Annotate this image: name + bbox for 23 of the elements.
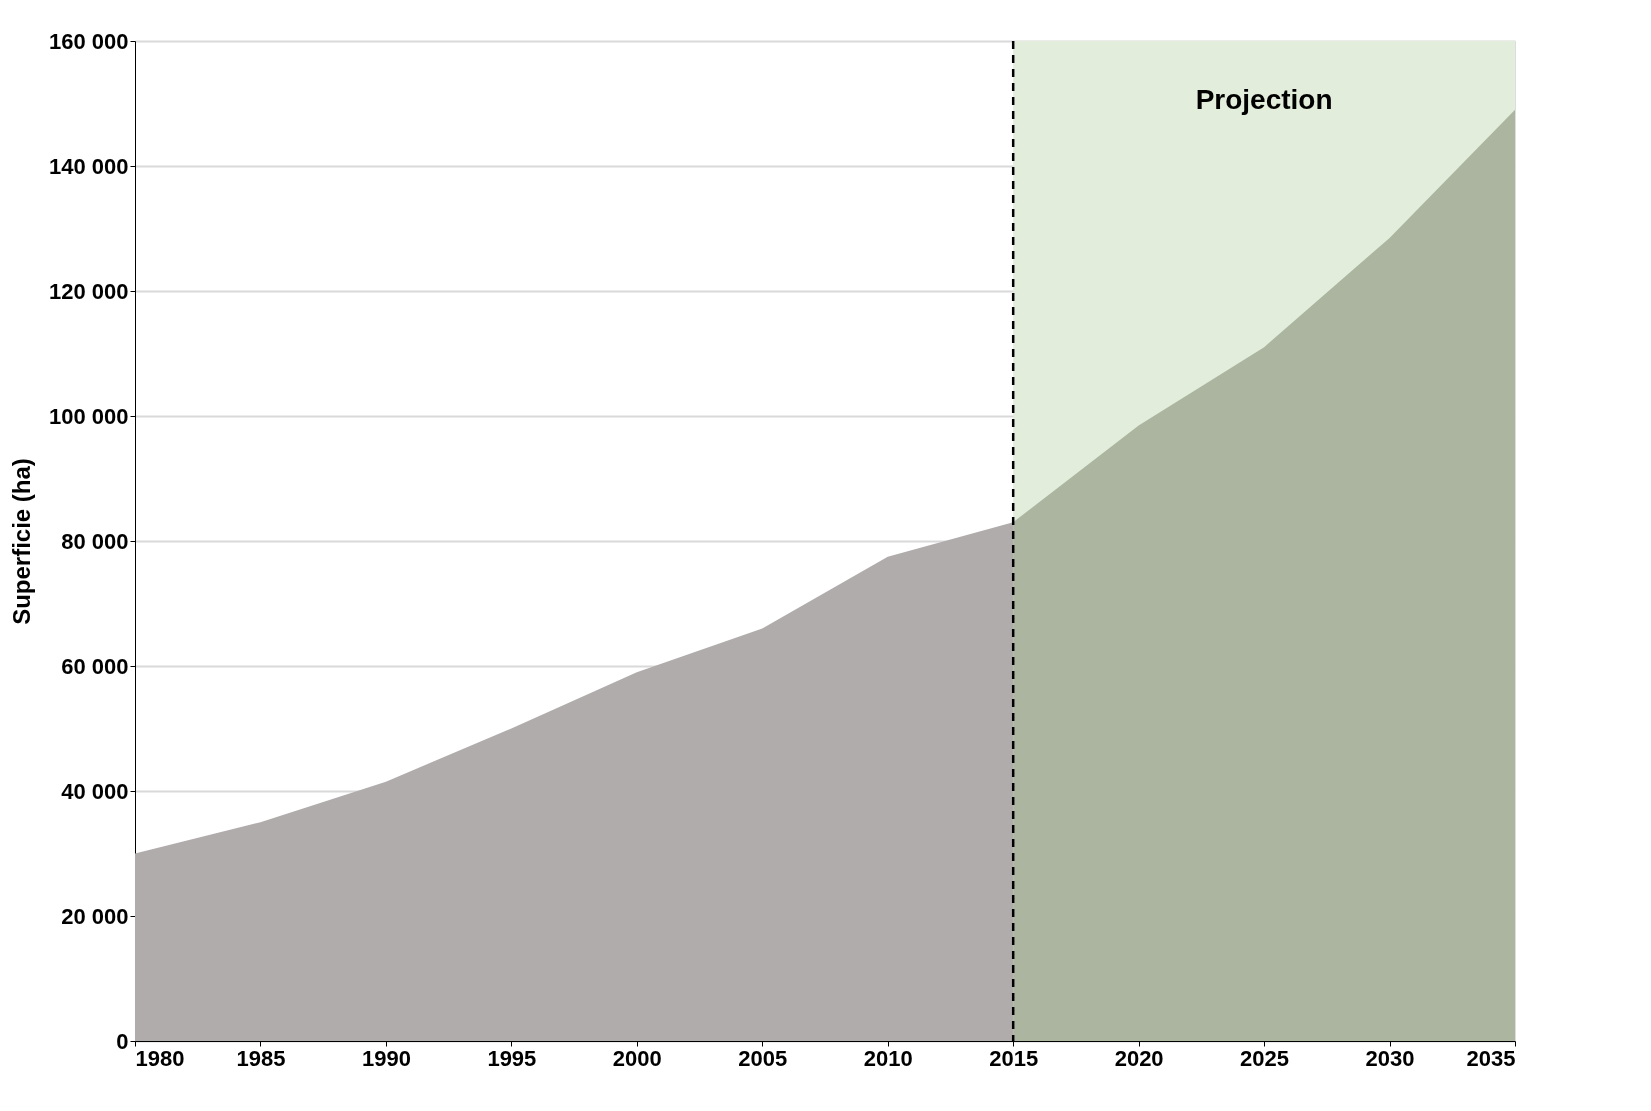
y-tick-label: 80 000 — [61, 528, 129, 554]
x-tick-label: 1990 — [361, 1045, 411, 1071]
y-axis-title: Superficie (ha) — [7, 458, 35, 625]
x-tick-label: 2035 — [1466, 1045, 1516, 1071]
y-tick-label: 20 000 — [61, 903, 129, 929]
x-tick-label: 2030 — [1365, 1045, 1415, 1071]
band-label: Projection — [1195, 84, 1333, 115]
y-tick-label: 60 000 — [61, 653, 129, 679]
x-tick-label: 2010 — [863, 1045, 913, 1071]
y-tick-label: 100 000 — [48, 403, 129, 429]
x-tick-label: 2025 — [1240, 1045, 1290, 1071]
x-tick-label: 2005 — [738, 1045, 788, 1071]
x-tick-label: 2015 — [989, 1045, 1039, 1071]
y-tick-label: 40 000 — [61, 778, 129, 804]
y-tick-label: 120 000 — [48, 278, 129, 304]
y-tick-label: 140 000 — [48, 153, 129, 179]
x-tick-label: 1995 — [487, 1045, 537, 1071]
y-tick-label: 160 000 — [48, 28, 129, 54]
x-tick-label: 1985 — [236, 1045, 286, 1071]
y-tick-label: 0 — [116, 1028, 129, 1054]
x-tick-label: 2020 — [1114, 1045, 1164, 1071]
x-tick-label: 1980 — [135, 1045, 185, 1071]
x-tick-label: 2000 — [612, 1045, 662, 1071]
